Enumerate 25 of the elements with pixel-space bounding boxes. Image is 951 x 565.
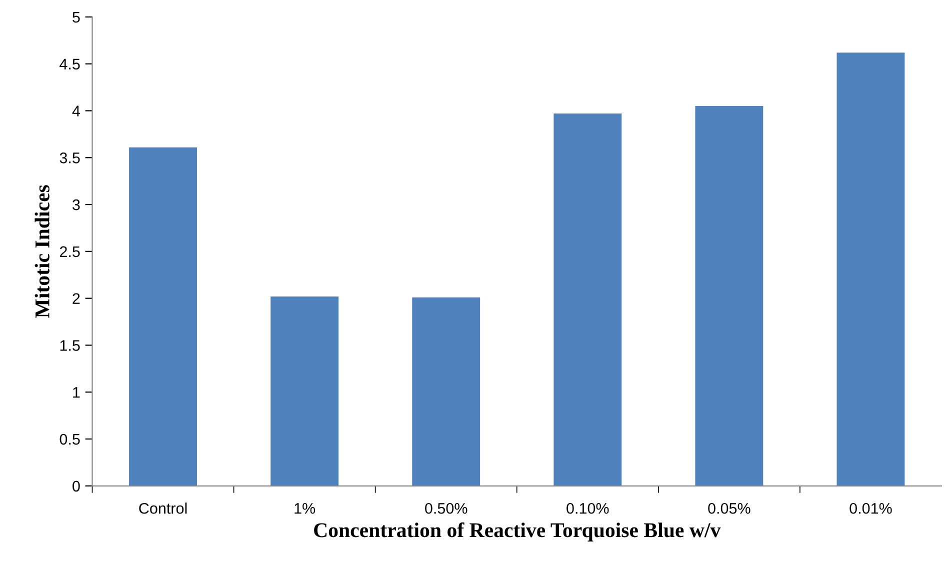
y-tick-label: 2.5	[60, 246, 80, 258]
x-tick-label: 0.50%	[425, 502, 468, 514]
bar	[695, 106, 764, 486]
x-tick-label: 0.05%	[708, 502, 750, 514]
y-tick-label: 5	[72, 12, 80, 23]
bar	[554, 114, 622, 486]
y-tick-label: 3.5	[60, 152, 80, 164]
bar	[836, 52, 905, 486]
y-tick-label: 1	[73, 387, 80, 398]
y-tick-label: 2	[72, 293, 80, 304]
bar	[129, 147, 197, 486]
x-tick-label: 0.01%	[850, 502, 892, 514]
x-tick-label: 1%	[294, 503, 316, 514]
x-axis-title: Concentration of Reactive Torquoise Blue w/v	[314, 522, 721, 542]
y-tick-label: 4	[72, 106, 80, 116]
y-axis-title: Mitotic Indices	[34, 185, 50, 318]
x-tick-label: 0.10%	[566, 502, 609, 514]
y-tick-label: 4.5	[60, 58, 80, 70]
x-tick-label: Control	[139, 502, 187, 514]
bar	[270, 296, 339, 486]
y-tick-label: 0.5	[60, 434, 80, 445]
y-tick-label: 3	[72, 199, 80, 210]
y-tick-label: 0	[72, 480, 80, 492]
y-tick-label: 1.5	[60, 340, 80, 351]
bar	[412, 297, 480, 486]
